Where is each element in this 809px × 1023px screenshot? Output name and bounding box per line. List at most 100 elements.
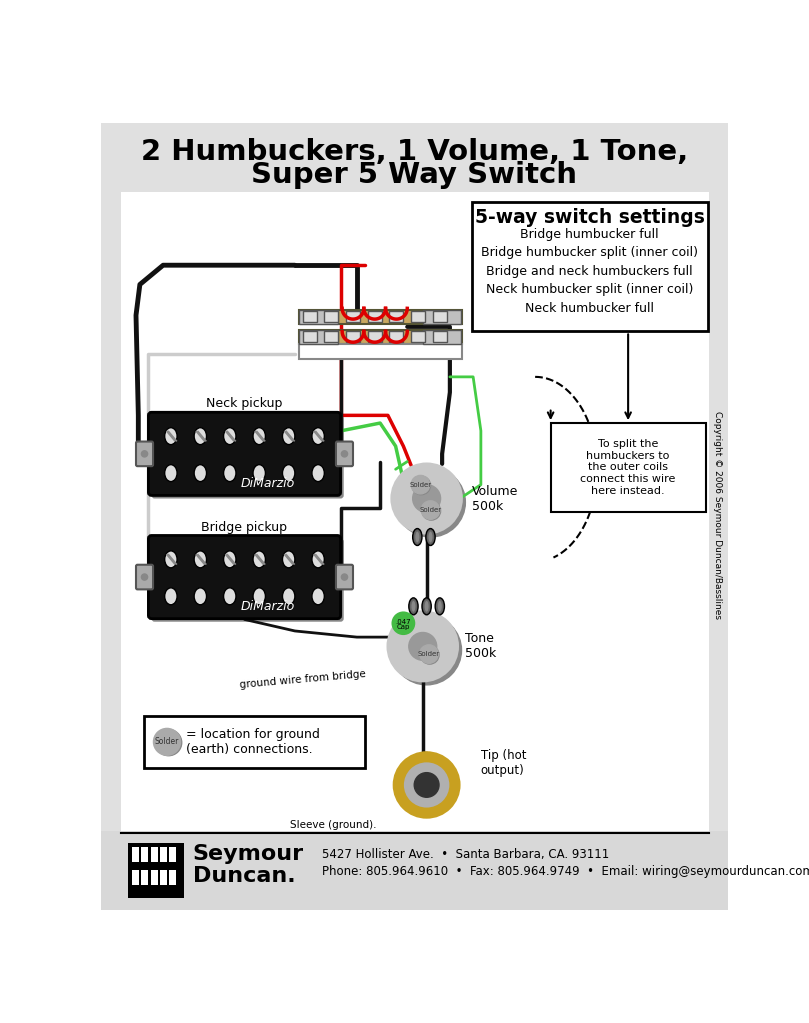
- Text: To split the
humbuckers to
the outer coils
connect this wire
here instead.: To split the humbuckers to the outer coi…: [580, 439, 676, 495]
- Text: Bridge humbucker full: Bridge humbucker full: [520, 228, 659, 240]
- Ellipse shape: [424, 601, 430, 613]
- Ellipse shape: [194, 588, 206, 605]
- Text: Neck humbucker split (inner coil): Neck humbucker split (inner coil): [486, 283, 693, 297]
- Ellipse shape: [253, 588, 265, 605]
- Text: OUTPUT JACK: OUTPUT JACK: [465, 831, 581, 846]
- Text: Tip (hot
output): Tip (hot output): [481, 750, 527, 777]
- Bar: [389, 311, 404, 322]
- Text: Solder: Solder: [418, 651, 440, 657]
- Text: DiMarzio: DiMarzio: [240, 599, 294, 613]
- Bar: [472, 203, 708, 331]
- Text: Bridge humbucker split (inner coil): Bridge humbucker split (inner coil): [481, 247, 698, 260]
- Bar: [551, 424, 705, 512]
- Bar: [129, 843, 184, 898]
- FancyBboxPatch shape: [151, 415, 344, 498]
- Circle shape: [392, 616, 461, 684]
- Circle shape: [421, 501, 440, 520]
- FancyBboxPatch shape: [148, 412, 341, 495]
- Circle shape: [154, 728, 180, 755]
- Bar: [132, 870, 139, 885]
- Bar: [160, 870, 167, 885]
- Circle shape: [421, 646, 439, 664]
- Bar: [299, 344, 461, 359]
- Text: 5427 Hollister Ave.  •  Santa Barbara, CA. 93111: 5427 Hollister Ave. • Santa Barbara, CA.…: [322, 848, 609, 860]
- Bar: [121, 192, 709, 831]
- Text: Seymour: Seymour: [193, 844, 303, 864]
- Text: ground wire from bridge: ground wire from bridge: [239, 669, 366, 691]
- FancyBboxPatch shape: [151, 538, 344, 622]
- Circle shape: [396, 468, 465, 537]
- Bar: [324, 311, 338, 322]
- Circle shape: [420, 644, 438, 663]
- Text: Bridge pickup: Bridge pickup: [201, 521, 287, 534]
- Ellipse shape: [426, 529, 435, 545]
- Ellipse shape: [253, 428, 265, 445]
- Bar: [299, 310, 337, 323]
- Bar: [324, 331, 338, 343]
- Bar: [368, 311, 382, 322]
- Bar: [368, 331, 382, 343]
- Ellipse shape: [165, 464, 177, 482]
- FancyBboxPatch shape: [336, 442, 353, 466]
- Ellipse shape: [194, 464, 206, 482]
- Text: Copyright © 2006 Seymour Duncan/Basslines: Copyright © 2006 Seymour Duncan/Bassline…: [713, 411, 722, 620]
- Text: Phone: 805.964.9610  •  Fax: 805.964.9749  •  Email: wiring@seymourduncan.com: Phone: 805.964.9610 • Fax: 805.964.9749 …: [322, 864, 809, 878]
- Ellipse shape: [165, 588, 177, 605]
- Text: Solder: Solder: [419, 507, 442, 514]
- Text: Volume
500k: Volume 500k: [472, 485, 518, 513]
- Text: Neck humbucker full: Neck humbucker full: [525, 302, 654, 315]
- Bar: [299, 310, 461, 323]
- Bar: [150, 847, 158, 862]
- FancyBboxPatch shape: [136, 442, 153, 466]
- Bar: [169, 870, 176, 885]
- Circle shape: [392, 613, 414, 634]
- Ellipse shape: [282, 588, 294, 605]
- Bar: [411, 331, 425, 343]
- Circle shape: [422, 501, 441, 520]
- Text: = location for ground
(earth) connections.: = location for ground (earth) connection…: [186, 727, 320, 756]
- Bar: [150, 870, 158, 885]
- Ellipse shape: [194, 550, 206, 568]
- Ellipse shape: [422, 597, 431, 615]
- Bar: [423, 329, 461, 344]
- Ellipse shape: [165, 550, 177, 568]
- Text: Tone
500k: Tone 500k: [465, 632, 497, 661]
- Text: Sleeve (ground).
This is the inner,
circular portion of
the jack: Sleeve (ground). This is the inner, circ…: [287, 819, 380, 864]
- Ellipse shape: [409, 597, 418, 615]
- Bar: [433, 331, 447, 343]
- Bar: [132, 847, 139, 862]
- Circle shape: [409, 632, 437, 660]
- Ellipse shape: [312, 464, 324, 482]
- Ellipse shape: [194, 428, 206, 445]
- Bar: [101, 831, 728, 910]
- Ellipse shape: [253, 464, 265, 482]
- Ellipse shape: [223, 464, 236, 482]
- Circle shape: [155, 729, 182, 756]
- Circle shape: [392, 463, 461, 533]
- Text: Solder: Solder: [155, 738, 179, 747]
- Bar: [389, 331, 404, 343]
- Ellipse shape: [223, 588, 236, 605]
- Bar: [142, 870, 148, 885]
- Circle shape: [142, 574, 147, 580]
- Circle shape: [394, 753, 460, 817]
- Ellipse shape: [282, 464, 294, 482]
- Text: .047: .047: [396, 619, 411, 625]
- Text: Neck pickup: Neck pickup: [206, 397, 282, 410]
- Text: 5-way switch settings: 5-way switch settings: [475, 208, 705, 227]
- FancyBboxPatch shape: [148, 535, 341, 619]
- Bar: [299, 329, 461, 344]
- Circle shape: [142, 451, 147, 457]
- Circle shape: [414, 772, 439, 797]
- Text: 2 Humbuckers, 1 Volume, 1 Tone,: 2 Humbuckers, 1 Volume, 1 Tone,: [141, 138, 688, 166]
- Text: Super 5 Way Switch: Super 5 Way Switch: [252, 161, 578, 189]
- Ellipse shape: [253, 550, 265, 568]
- Text: Bridge and neck humbuckers full: Bridge and neck humbuckers full: [486, 265, 693, 278]
- Text: Cap: Cap: [396, 624, 410, 630]
- Ellipse shape: [223, 550, 236, 568]
- Ellipse shape: [165, 428, 177, 445]
- Bar: [160, 847, 167, 862]
- Bar: [411, 311, 425, 322]
- Bar: [346, 331, 360, 343]
- Ellipse shape: [428, 531, 433, 543]
